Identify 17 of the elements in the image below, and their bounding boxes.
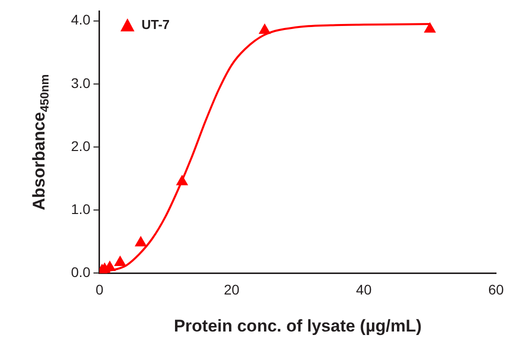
legend-label: UT-7 [141, 16, 170, 32]
point [424, 22, 436, 33]
y-tick-label: 2.0 [70, 138, 91, 154]
x-tick-label: 20 [224, 281, 240, 298]
x-axis-title: Protein conc. of lysate (µg/mL) [174, 316, 422, 336]
y-tick-label: 3.0 [70, 74, 91, 91]
y-tick-label: 1.0 [70, 200, 91, 217]
point [114, 256, 126, 266]
x-tick-label: 0 [96, 281, 104, 298]
point [176, 175, 188, 186]
y-tick-label: 0.0 [70, 264, 91, 280]
y-tick-label: 4.0 [70, 12, 91, 28]
point [258, 24, 270, 34]
y-axis-title: Absorbance450nm [30, 74, 52, 210]
x-tick-label: 40 [356, 281, 372, 298]
point [135, 236, 146, 246]
x-tick-label: 60 [488, 281, 504, 298]
